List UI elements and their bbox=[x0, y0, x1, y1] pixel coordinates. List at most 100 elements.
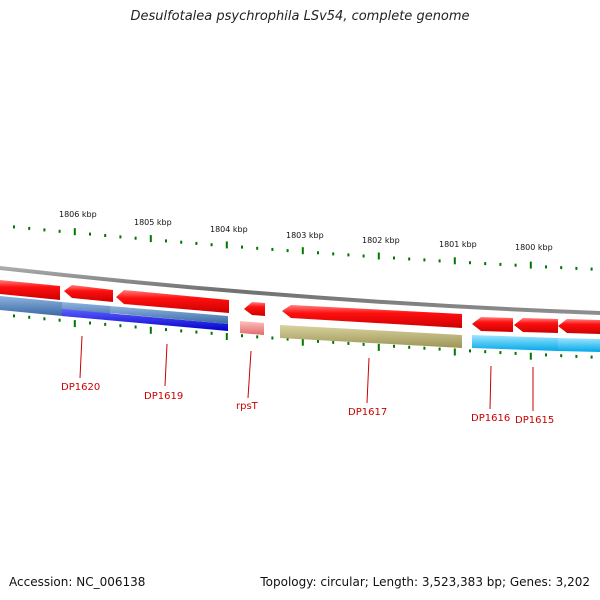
map-title: Desulfotalea psychrophila LSv54, complet… bbox=[130, 9, 470, 24]
forward-cds-arrow[interactable] bbox=[0, 280, 60, 300]
leader-dp1617 bbox=[366, 357, 370, 404]
scale-tick bbox=[73, 320, 76, 328]
forward-cds-arrow[interactable] bbox=[244, 302, 265, 316]
leader-dp1616 bbox=[489, 365, 492, 410]
gene-label-dp1616[interactable]: DP1616 bbox=[471, 413, 510, 424]
scale-tick bbox=[469, 349, 471, 353]
cds-dp1615-bar[interactable] bbox=[558, 338, 600, 352]
scale-tick bbox=[225, 241, 228, 249]
scale-tick bbox=[499, 262, 502, 266]
leader-dp1619 bbox=[164, 343, 168, 387]
scale-tick bbox=[180, 329, 183, 333]
scale-tick bbox=[119, 235, 122, 239]
scale-tick bbox=[241, 245, 243, 249]
scale-tick bbox=[560, 266, 563, 270]
scale-tick bbox=[332, 252, 335, 256]
gene-label-dp1615[interactable]: DP1615 bbox=[515, 415, 554, 426]
forward-cds-arrow[interactable] bbox=[514, 318, 558, 333]
scale-tick bbox=[13, 225, 15, 229]
scale-tick bbox=[73, 228, 76, 236]
gene-label-rpsT[interactable]: rpsT bbox=[236, 401, 259, 412]
scale-label-1805: 1805 kbp bbox=[134, 218, 172, 227]
scale-tick bbox=[393, 256, 395, 260]
gene-label-dp1619[interactable]: DP1619 bbox=[144, 391, 183, 402]
scale-tick bbox=[590, 355, 593, 359]
scale-tick bbox=[195, 241, 198, 245]
scale-tick bbox=[438, 347, 441, 351]
scale-label-1802: 1802 kbp bbox=[362, 236, 400, 245]
scale-tick bbox=[362, 342, 365, 346]
scale-tick bbox=[58, 229, 61, 233]
cds-dp1619-bar-top[interactable] bbox=[110, 306, 228, 324]
scale-tick bbox=[165, 328, 167, 332]
genome-backbone bbox=[0, 266, 600, 315]
scale-tick bbox=[560, 354, 563, 358]
scale-tick bbox=[317, 251, 319, 255]
scale-tick bbox=[438, 259, 441, 263]
cds-dp1620-bar[interactable] bbox=[0, 296, 62, 316]
scale-tick bbox=[408, 257, 411, 261]
scale-tick bbox=[423, 346, 426, 350]
scale-tick bbox=[332, 340, 335, 344]
scale-tick bbox=[423, 258, 426, 262]
scale-label-1804: 1804 kbp bbox=[210, 225, 248, 234]
forward-cds-arrow[interactable] bbox=[64, 285, 113, 302]
scale-tick bbox=[499, 351, 502, 355]
scale-tick bbox=[13, 314, 15, 318]
scale-tick bbox=[271, 336, 274, 340]
scale-tick bbox=[529, 352, 532, 360]
scale-tick bbox=[89, 321, 91, 325]
scale-tick bbox=[545, 265, 547, 269]
scale-tick bbox=[575, 266, 578, 270]
topology-text: Topology: circular; Length: 3,523,383 bp… bbox=[260, 575, 590, 589]
scale-tick bbox=[286, 337, 289, 341]
scale-tick bbox=[225, 333, 228, 340]
cds-dp1617-bar[interactable] bbox=[280, 325, 462, 348]
scale-tick bbox=[271, 247, 274, 251]
gene-label-dp1620[interactable]: DP1620 bbox=[61, 382, 100, 393]
scale-tick bbox=[104, 234, 107, 237]
scale-label-1806: 1806 kbp bbox=[59, 210, 97, 219]
scale-tick bbox=[347, 341, 350, 345]
scale-tick bbox=[28, 226, 31, 230]
scale-tick bbox=[377, 343, 380, 351]
scale-tick bbox=[301, 247, 304, 255]
forward-cds-arrow[interactable] bbox=[116, 290, 229, 313]
scale-tick bbox=[408, 345, 411, 349]
cds-dp1616-bar[interactable] bbox=[472, 335, 558, 351]
scale-label-1803: 1803 kbp bbox=[286, 231, 324, 240]
scale-tick bbox=[43, 317, 46, 321]
cds-rpsT-bar[interactable] bbox=[240, 321, 264, 335]
scale-tick bbox=[195, 330, 198, 334]
upper-scale-ticks bbox=[13, 225, 593, 271]
scale-label-1801: 1801 kbp bbox=[439, 240, 477, 249]
scale-tick bbox=[453, 257, 456, 265]
scale-tick bbox=[165, 239, 167, 243]
scale-tick bbox=[469, 261, 471, 265]
leader-dp1620 bbox=[79, 335, 83, 379]
scale-tick bbox=[210, 331, 213, 335]
scale-tick bbox=[134, 236, 137, 240]
scale-tick bbox=[28, 315, 31, 319]
gene-label-dp1617[interactable]: DP1617 bbox=[348, 407, 387, 418]
scale-tick bbox=[393, 344, 395, 348]
scale-tick bbox=[347, 253, 350, 257]
scale-tick bbox=[377, 252, 380, 260]
scale-tick bbox=[104, 322, 107, 326]
forward-cds-arrow[interactable] bbox=[282, 305, 462, 328]
scale-tick bbox=[89, 232, 91, 236]
scale-tick bbox=[58, 318, 61, 322]
scale-tick bbox=[545, 353, 547, 357]
lower-scale-ticks bbox=[13, 314, 593, 360]
forward-cds-arrow[interactable] bbox=[472, 317, 513, 332]
forward-cds-arrow[interactable] bbox=[558, 319, 600, 334]
scale-tick bbox=[241, 334, 243, 338]
scale-tick bbox=[362, 254, 365, 258]
cds-dp1619-bar[interactable] bbox=[62, 309, 228, 331]
scale-tick bbox=[514, 263, 517, 267]
scale-tick bbox=[590, 267, 593, 271]
scale-tick bbox=[43, 228, 46, 232]
accession-text: Accession: NC_006138 bbox=[9, 575, 146, 589]
scale-tick bbox=[484, 262, 487, 266]
